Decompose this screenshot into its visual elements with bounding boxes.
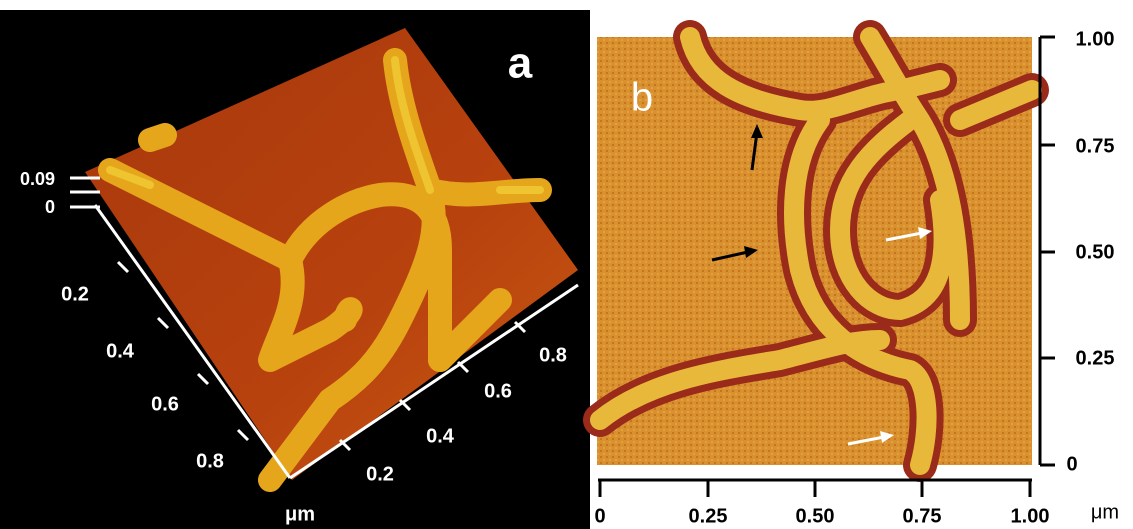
x-tick-label: 0.75	[903, 505, 942, 527]
y-tick-label: 0.25	[1076, 347, 1115, 369]
y-tick-label: 0.50	[1076, 241, 1115, 263]
x-tick-label: 1.00	[1011, 505, 1050, 527]
decoration	[150, 135, 165, 140]
y-tick-label: 0	[1066, 453, 1077, 475]
tick-label: 0.2	[366, 463, 394, 485]
panel-label: b	[631, 76, 653, 120]
tick-label: 0.8	[539, 344, 567, 366]
panel-a: a 0.09 0 0.2 0.4 0.6 0.8 0.2 0.4 0.6 0.8…	[0, 10, 590, 529]
z-tick-label: 0.09	[20, 169, 55, 189]
tick-label: 0.4	[106, 340, 135, 362]
y-tick-label: 0.75	[1076, 135, 1115, 157]
x-tick-label: 0.25	[689, 505, 728, 527]
tick-label: 0.6	[151, 393, 179, 415]
page: a 0.09 0 0.2 0.4 0.6 0.8 0.2 0.4 0.6 0.8…	[0, 0, 1133, 529]
panel-label: a	[508, 39, 533, 88]
unit-label: μm	[1091, 501, 1119, 523]
tick-label: 0.2	[61, 283, 89, 305]
z-tick-label: 0	[45, 197, 55, 217]
panel-b: b 1.00 0.75 0.50 0.25 0 0 0.25 0.50 0.75…	[594, 28, 1119, 527]
figure: a 0.09 0 0.2 0.4 0.6 0.8 0.2 0.4 0.6 0.8…	[0, 0, 1133, 529]
x-tick-label: 0.50	[796, 505, 835, 527]
unit-label: μm	[285, 503, 315, 525]
y-tick-label: 1.00	[1076, 28, 1115, 50]
tick-label: 0.8	[196, 450, 224, 472]
tick-label: 0.4	[426, 425, 455, 447]
tick-label: 0.6	[484, 380, 512, 402]
x-tick-label: 0	[594, 505, 605, 527]
